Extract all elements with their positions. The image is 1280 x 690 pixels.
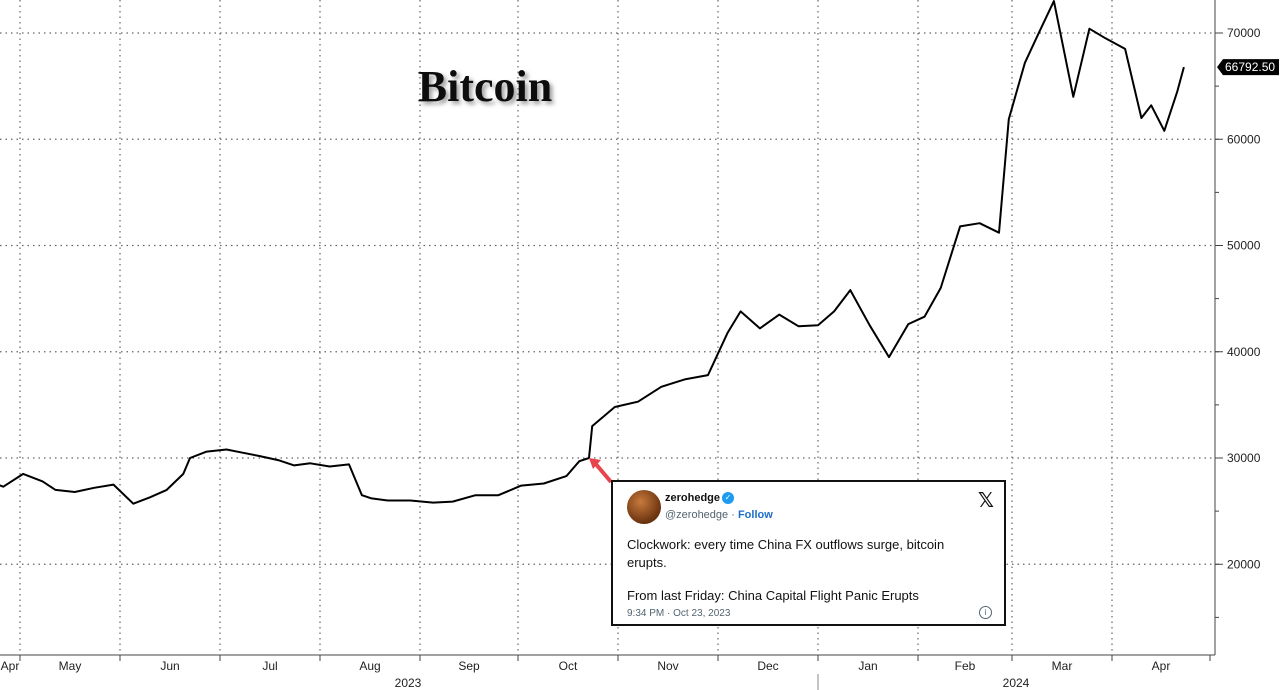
x-tick-label: Apr [1, 659, 20, 673]
x-logo-icon[interactable]: 𝕏 [977, 488, 994, 512]
x-tick-label: May [59, 659, 82, 673]
separator-dot: · [731, 509, 735, 521]
x-tick-label: Mar [1052, 659, 1073, 673]
x-tick-label: Dec [757, 659, 778, 673]
info-icon[interactable]: i [979, 606, 992, 619]
y-tick-label: 70000 [1227, 26, 1261, 40]
y-tick-label: 40000 [1227, 345, 1261, 359]
x-tick-label: Jun [160, 659, 179, 673]
x-tick-label: Apr [1152, 659, 1171, 673]
tweet-link-text[interactable]: From last Friday: China Capital Flight P… [627, 588, 919, 603]
last-value-marker [1217, 59, 1279, 76]
annotation-arrow-shaft [593, 461, 613, 484]
follow-button[interactable]: Follow [737, 509, 773, 521]
year-label-2023: 2023 [395, 676, 422, 690]
tweet-timestamp[interactable]: 9:34 PM · Oct 23, 2023 [627, 608, 731, 619]
tweet-handle[interactable]: @zerohedge [665, 509, 729, 521]
verified-badge-icon: ✓ [722, 492, 734, 504]
annotation-arrow-head [588, 458, 601, 469]
year-label-2024: 2024 [1003, 676, 1030, 690]
tweet-handle-row: @zerohedge · Follow [665, 509, 773, 521]
x-tick-label: Sep [458, 659, 480, 673]
price-line [0, 0, 1185, 505]
y-tick-label: 50000 [1227, 239, 1261, 253]
embedded-tweet[interactable]: zerohedge ✓ @zerohedge · Follow 𝕏 Clockw… [611, 480, 1006, 626]
tweet-text: Clockwork: every time China FX outflows … [627, 537, 945, 570]
x-tick-label: Oct [559, 659, 578, 673]
chart-title: Bitcoin [418, 62, 552, 111]
x-tick-label: Aug [359, 659, 380, 673]
tweet-author-name[interactable]: zerohedge [665, 492, 721, 504]
avatar[interactable] [627, 490, 661, 524]
y-tick-label: 20000 [1227, 557, 1261, 571]
y-tick-label: 60000 [1227, 132, 1261, 146]
y-tick-label: 30000 [1227, 451, 1261, 465]
x-tick-label: Nov [657, 659, 678, 673]
last-value-label: 66792.50 [1225, 60, 1275, 74]
x-tick-label: Jul [262, 659, 277, 673]
x-tick-label: Jan [858, 659, 877, 673]
x-tick-label: Feb [955, 659, 976, 673]
